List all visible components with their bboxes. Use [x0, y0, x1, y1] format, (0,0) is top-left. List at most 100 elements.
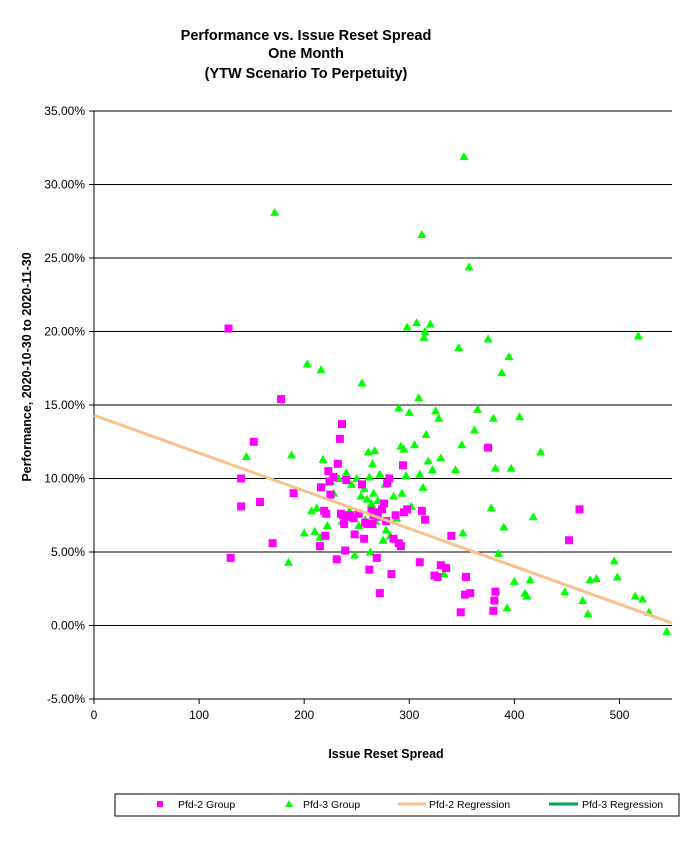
pfd-3-point	[270, 207, 280, 216]
pfd-2-point	[436, 561, 445, 570]
pfd-3-point	[419, 332, 429, 341]
pfd-3-point	[307, 506, 317, 515]
pfd-2-point	[365, 565, 374, 574]
pfd-3-point	[364, 472, 374, 481]
pfd-2-point	[224, 324, 233, 333]
pfd-2-point	[421, 515, 430, 524]
pfd-2-point	[324, 467, 333, 476]
x-axis-title: Issue Reset Spread	[328, 747, 443, 761]
legend-item-pfd3-regression: Pfd-3 Regression	[549, 799, 663, 811]
pfd-3-point	[352, 474, 362, 482]
pfd-2-point	[237, 474, 246, 483]
pfd-2-point	[415, 558, 424, 567]
pfd-3-point	[486, 503, 496, 512]
pfd-3-point	[367, 459, 377, 468]
pfd-2-point	[329, 473, 338, 482]
x-tick-label: 200	[294, 708, 314, 722]
pfd-3-point	[350, 550, 360, 559]
pfd-2-point	[256, 498, 265, 507]
pfd-2-point	[575, 505, 584, 514]
pfd-3-point	[299, 528, 309, 537]
pfd-3-point	[378, 535, 388, 544]
pfd-3-point	[402, 322, 412, 331]
pfd-2-point	[403, 505, 412, 514]
pfd-2-point	[380, 499, 389, 508]
pfd-3-point	[612, 572, 622, 581]
pfd-3-point	[497, 368, 507, 377]
pfd-2-point	[342, 475, 351, 484]
pfd-3-point	[415, 469, 425, 478]
pfd-2-point	[339, 511, 348, 520]
pfd-3-point	[322, 521, 332, 530]
pfd-3-point	[421, 429, 431, 438]
pfd-3-point	[363, 447, 373, 456]
pfd-2-point	[350, 530, 359, 539]
pfd-3-point	[316, 365, 326, 374]
pfd-3-point	[469, 425, 479, 434]
y-tick-label: 35.00%	[44, 104, 85, 118]
pfd-3-point	[504, 351, 514, 360]
legend-item-pfd2-group: Pfd-2 Group	[157, 799, 235, 811]
pfd-3-series	[241, 152, 672, 635]
pfd-3-point	[459, 152, 469, 161]
pfd-3-point	[423, 456, 433, 465]
pfd-2-point	[326, 490, 335, 499]
chart-title-line-3: (YTW Scenario To Perpetuity)	[205, 66, 408, 82]
pfd-2-point	[340, 520, 349, 529]
y-axis-ticks: -5.00% 0.00% 5.00% 10.00% 15.00% 20.00% 25.00%…	[44, 104, 94, 706]
x-tick-label: 100	[189, 708, 209, 722]
pfd-2-point	[491, 587, 500, 596]
pfd-3-point	[341, 468, 351, 477]
pfd-3-point	[451, 465, 461, 474]
pfd-3-point	[528, 512, 538, 521]
pfd-3-point	[560, 587, 570, 596]
pfd-2-point	[325, 477, 334, 486]
chart-title-line-1: Performance vs. Issue Reset Spread	[181, 28, 432, 44]
pfd-3-point	[354, 521, 364, 530]
pfd-2-point	[489, 606, 498, 615]
pfd-2-point	[316, 483, 325, 492]
x-tick-label: 400	[504, 708, 524, 722]
pfd-3-point	[509, 576, 519, 585]
legend: Pfd-2 Group Pfd-3 Group Pfd-2 Regression…	[114, 793, 680, 817]
pfd-3-point	[473, 404, 483, 413]
pfd-3-point	[633, 331, 643, 340]
pfd-3-point	[381, 525, 391, 534]
pfd-3-point	[502, 603, 512, 612]
pfd-3-point	[312, 503, 322, 512]
pfd-3-point	[464, 262, 474, 271]
pfd-3-point	[394, 403, 404, 412]
pfd-2-point	[368, 520, 377, 529]
pfd-3-point	[536, 447, 546, 456]
pfd-2-point	[357, 480, 366, 489]
legend-label-pfd2-regression: Pfd-2 Regression	[429, 799, 510, 811]
x-tick-label: 0	[91, 708, 98, 722]
pfd-3-point	[410, 440, 420, 449]
x-tick-label: 300	[399, 708, 419, 722]
pfd-3-point	[420, 327, 430, 335]
pfd-2-point	[354, 509, 363, 518]
pfd-2-point	[398, 461, 407, 470]
y-tick-label: 15.00%	[44, 398, 85, 412]
pfd-3-point	[439, 569, 449, 578]
pfd-2-point	[333, 459, 342, 468]
pfd-3-point	[412, 318, 422, 327]
pfd-2-point	[391, 511, 400, 520]
pfd-2-point	[387, 570, 396, 579]
pfd-3-point	[366, 498, 376, 507]
pfd-2-point	[456, 608, 465, 617]
pfd-3-point	[483, 334, 493, 343]
pfd-3-point	[515, 412, 525, 421]
pfd-3-point	[525, 575, 535, 584]
pfd-2-point	[322, 509, 331, 518]
pfd-3-point	[425, 319, 435, 328]
pfd-2-point	[338, 420, 347, 429]
pfd-3-point	[436, 453, 446, 462]
pfd-3-point	[356, 491, 366, 500]
x-axis-ticks: 0 100 200 300 400 500	[91, 699, 630, 722]
pfd-2-point	[289, 489, 298, 498]
pfd-2-point	[335, 434, 344, 443]
pfd-3-point	[457, 440, 467, 449]
